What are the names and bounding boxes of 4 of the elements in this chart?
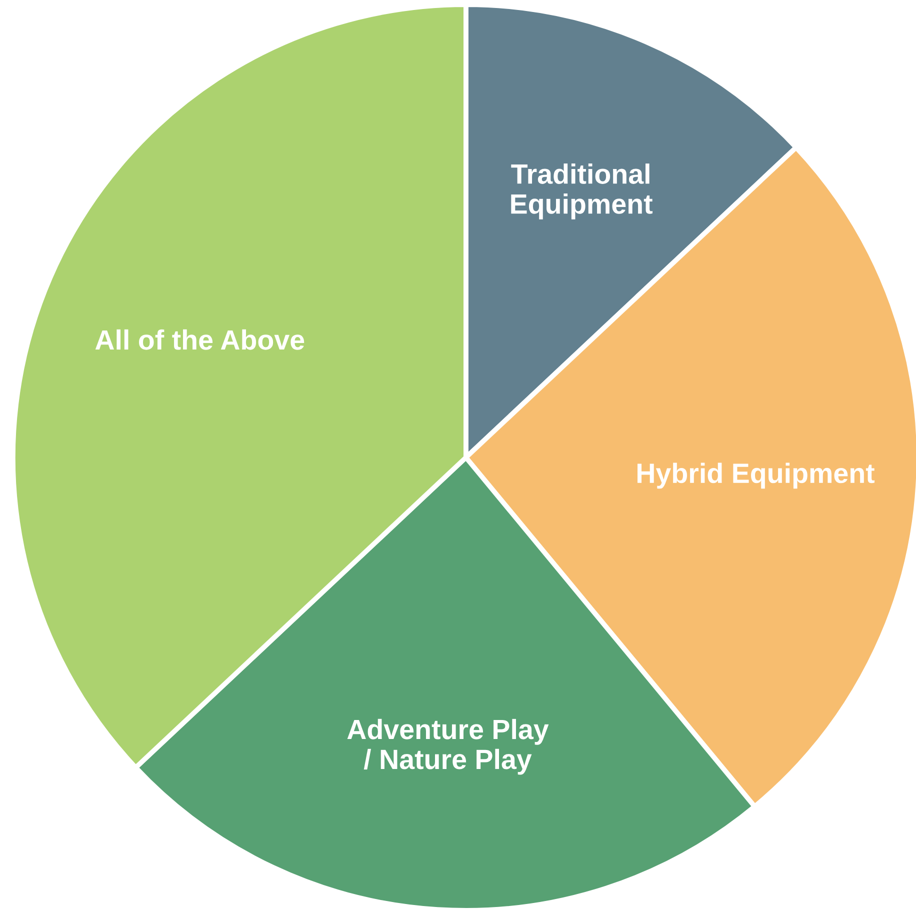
slice-label: Adventure Play / Nature Play <box>347 718 549 775</box>
slice-label: Traditional Equipment <box>511 164 652 220</box>
slice-label: All of the Above <box>95 329 304 350</box>
slice-label: Hybrid Equipment <box>638 462 875 489</box>
